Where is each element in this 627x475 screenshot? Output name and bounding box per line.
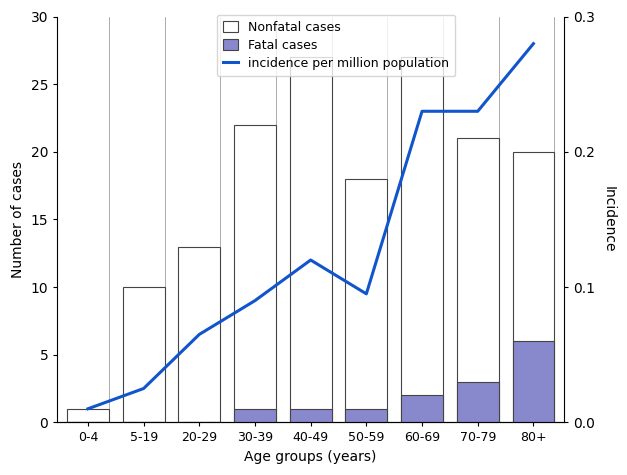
Bar: [345, 179, 387, 422]
Bar: [401, 395, 443, 422]
Bar: [67, 409, 109, 422]
Bar: [234, 409, 276, 422]
Bar: [457, 138, 498, 422]
Legend: Nonfatal cases, Fatal cases, incidence per million population: Nonfatal cases, Fatal cases, incidence p…: [217, 15, 455, 76]
Bar: [512, 341, 554, 422]
Y-axis label: Incidence: Incidence: [602, 186, 616, 253]
Y-axis label: Number of cases: Number of cases: [11, 161, 25, 278]
Bar: [234, 125, 276, 422]
Bar: [290, 57, 332, 422]
X-axis label: Age groups (years): Age groups (years): [245, 450, 377, 464]
Bar: [401, 57, 443, 422]
Bar: [345, 409, 387, 422]
Bar: [179, 247, 220, 422]
Bar: [512, 152, 554, 422]
Bar: [123, 287, 164, 422]
Bar: [457, 382, 498, 422]
Bar: [290, 409, 332, 422]
